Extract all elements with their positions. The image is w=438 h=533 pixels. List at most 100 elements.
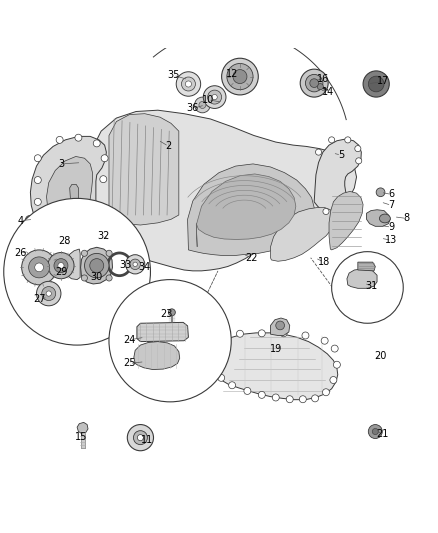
Text: 21: 21 — [377, 429, 389, 439]
Text: 14: 14 — [322, 87, 334, 97]
Circle shape — [212, 94, 217, 100]
Text: 19: 19 — [270, 344, 282, 353]
Text: 18: 18 — [318, 257, 330, 267]
Text: 4: 4 — [17, 216, 23, 225]
Circle shape — [36, 281, 61, 306]
Circle shape — [35, 263, 43, 272]
Polygon shape — [367, 210, 390, 227]
Circle shape — [138, 434, 144, 441]
Circle shape — [336, 211, 342, 217]
Text: 20: 20 — [374, 351, 387, 361]
Circle shape — [355, 146, 361, 152]
Circle shape — [58, 263, 64, 269]
Text: 26: 26 — [14, 248, 27, 259]
Polygon shape — [46, 157, 92, 221]
Text: 15: 15 — [75, 432, 88, 442]
Circle shape — [46, 291, 51, 296]
Circle shape — [130, 259, 141, 270]
Circle shape — [244, 387, 251, 394]
Circle shape — [106, 275, 112, 281]
Circle shape — [276, 321, 285, 330]
Circle shape — [372, 429, 378, 434]
Circle shape — [106, 250, 112, 256]
Circle shape — [212, 366, 219, 373]
Text: 30: 30 — [91, 272, 103, 282]
Text: 3: 3 — [59, 159, 65, 169]
Circle shape — [258, 391, 265, 398]
Circle shape — [229, 382, 236, 389]
Circle shape — [199, 101, 206, 108]
Text: 24: 24 — [124, 335, 136, 345]
Circle shape — [272, 394, 279, 401]
Circle shape — [356, 158, 362, 164]
Circle shape — [299, 395, 306, 403]
Text: 34: 34 — [139, 262, 151, 272]
Polygon shape — [196, 174, 296, 247]
Text: 31: 31 — [366, 281, 378, 291]
Polygon shape — [214, 333, 338, 400]
Circle shape — [302, 332, 309, 339]
Polygon shape — [271, 207, 335, 261]
Text: 35: 35 — [167, 70, 179, 80]
Circle shape — [81, 250, 88, 256]
Circle shape — [330, 376, 337, 384]
Circle shape — [185, 81, 191, 87]
Circle shape — [4, 198, 150, 345]
Circle shape — [176, 72, 201, 96]
Circle shape — [134, 431, 148, 445]
Polygon shape — [137, 322, 188, 342]
Text: 12: 12 — [226, 69, 238, 79]
Circle shape — [208, 90, 222, 104]
Text: 25: 25 — [123, 358, 136, 368]
Circle shape — [81, 275, 88, 281]
Text: 13: 13 — [385, 235, 398, 245]
Circle shape — [42, 287, 56, 301]
Text: 32: 32 — [97, 231, 110, 241]
Circle shape — [101, 155, 108, 161]
Circle shape — [323, 208, 329, 215]
Text: 5: 5 — [338, 150, 344, 160]
Circle shape — [368, 76, 384, 92]
Text: 36: 36 — [187, 103, 199, 114]
Circle shape — [368, 425, 382, 439]
Polygon shape — [66, 249, 80, 280]
Text: 28: 28 — [58, 236, 70, 246]
Circle shape — [109, 280, 231, 402]
Text: 27: 27 — [34, 294, 46, 304]
Circle shape — [331, 345, 338, 352]
Text: 33: 33 — [119, 260, 131, 270]
Circle shape — [280, 330, 287, 337]
Polygon shape — [70, 184, 78, 203]
Circle shape — [85, 253, 109, 278]
Polygon shape — [134, 342, 180, 369]
Circle shape — [194, 97, 210, 113]
Polygon shape — [81, 247, 113, 284]
Text: 22: 22 — [245, 253, 258, 263]
Circle shape — [48, 253, 74, 279]
Circle shape — [300, 69, 328, 97]
Circle shape — [133, 262, 138, 266]
Text: 16: 16 — [317, 74, 329, 84]
Circle shape — [222, 58, 258, 95]
Polygon shape — [77, 422, 88, 433]
Circle shape — [168, 309, 175, 316]
Text: 9: 9 — [389, 222, 395, 232]
Circle shape — [215, 334, 223, 341]
Circle shape — [233, 70, 247, 84]
Circle shape — [328, 137, 335, 143]
Circle shape — [332, 252, 403, 323]
Circle shape — [347, 207, 353, 214]
Polygon shape — [77, 110, 357, 271]
Circle shape — [218, 374, 225, 381]
Circle shape — [90, 259, 104, 272]
Circle shape — [305, 75, 323, 92]
Circle shape — [286, 395, 293, 403]
Text: 6: 6 — [389, 189, 395, 199]
Ellipse shape — [25, 215, 35, 223]
Circle shape — [93, 140, 100, 147]
Circle shape — [322, 389, 329, 395]
Circle shape — [345, 137, 351, 143]
Circle shape — [317, 84, 323, 90]
Circle shape — [310, 79, 318, 87]
Circle shape — [54, 259, 68, 272]
